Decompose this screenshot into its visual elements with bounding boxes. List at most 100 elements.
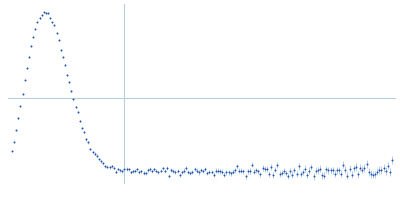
Point [268,166,274,169]
Point [221,173,228,176]
Point [196,171,202,174]
Point [119,170,126,173]
Point [302,167,308,170]
Point [380,166,387,170]
Point [385,164,391,167]
Point [259,166,266,170]
Point [36,17,43,20]
Point [361,167,368,170]
Point [128,171,134,174]
Point [213,169,219,172]
Point [208,171,215,174]
Point [168,168,174,171]
Point [126,168,132,171]
Point [274,163,281,166]
Point [234,165,240,168]
Point [323,168,330,171]
Point [215,169,221,172]
Point [58,48,64,51]
Point [257,173,264,176]
Point [364,163,370,166]
Point [310,175,317,178]
Point [194,169,200,172]
Point [253,169,259,172]
Point [77,119,83,122]
Point [153,169,160,172]
Point [74,110,81,114]
Point [225,171,232,174]
Point [280,169,287,173]
Point [262,168,268,171]
Point [187,171,194,175]
Point [43,11,49,14]
Point [368,173,374,176]
Point [172,170,179,173]
Point [366,171,372,174]
Point [287,169,293,173]
Point [219,170,225,173]
Point [376,168,382,172]
Point [11,140,17,143]
Point [270,174,276,177]
Point [15,116,22,120]
Point [121,168,128,171]
Point [51,24,58,27]
Point [344,174,351,177]
Point [189,171,196,174]
Point [9,149,15,152]
Point [355,173,361,176]
Point [321,174,327,177]
Point [85,141,92,144]
Point [266,172,272,175]
Point [353,165,359,169]
Point [62,63,68,67]
Point [319,174,325,177]
Point [230,170,236,173]
Point [255,170,262,173]
Point [115,167,121,171]
Point [38,13,45,16]
Point [296,165,302,168]
Point [387,171,393,174]
Point [47,16,53,19]
Point [249,163,255,166]
Point [17,105,24,108]
Point [334,169,340,172]
Point [117,169,124,172]
Point [306,169,312,172]
Point [81,130,87,133]
Point [204,171,210,174]
Point [140,171,147,175]
Point [64,73,70,77]
Point [293,173,300,176]
Point [98,160,104,163]
Point [240,170,247,173]
Point [236,169,242,172]
Point [289,173,296,176]
Point [372,173,378,176]
Point [72,106,79,109]
Point [232,169,238,172]
Point [228,172,234,175]
Point [145,168,151,171]
Point [134,168,140,171]
Point [174,169,181,173]
Point [132,169,138,172]
Point [202,167,208,171]
Point [22,78,28,81]
Point [60,56,66,59]
Point [251,170,257,173]
Point [160,167,166,170]
Point [130,170,136,173]
Point [382,170,389,173]
Point [157,169,164,172]
Point [246,169,253,173]
Point [181,169,187,172]
Point [106,166,113,169]
Point [104,165,111,168]
Point [28,44,34,47]
Point [283,171,289,174]
Point [83,138,90,141]
Point [102,165,108,168]
Point [162,170,168,173]
